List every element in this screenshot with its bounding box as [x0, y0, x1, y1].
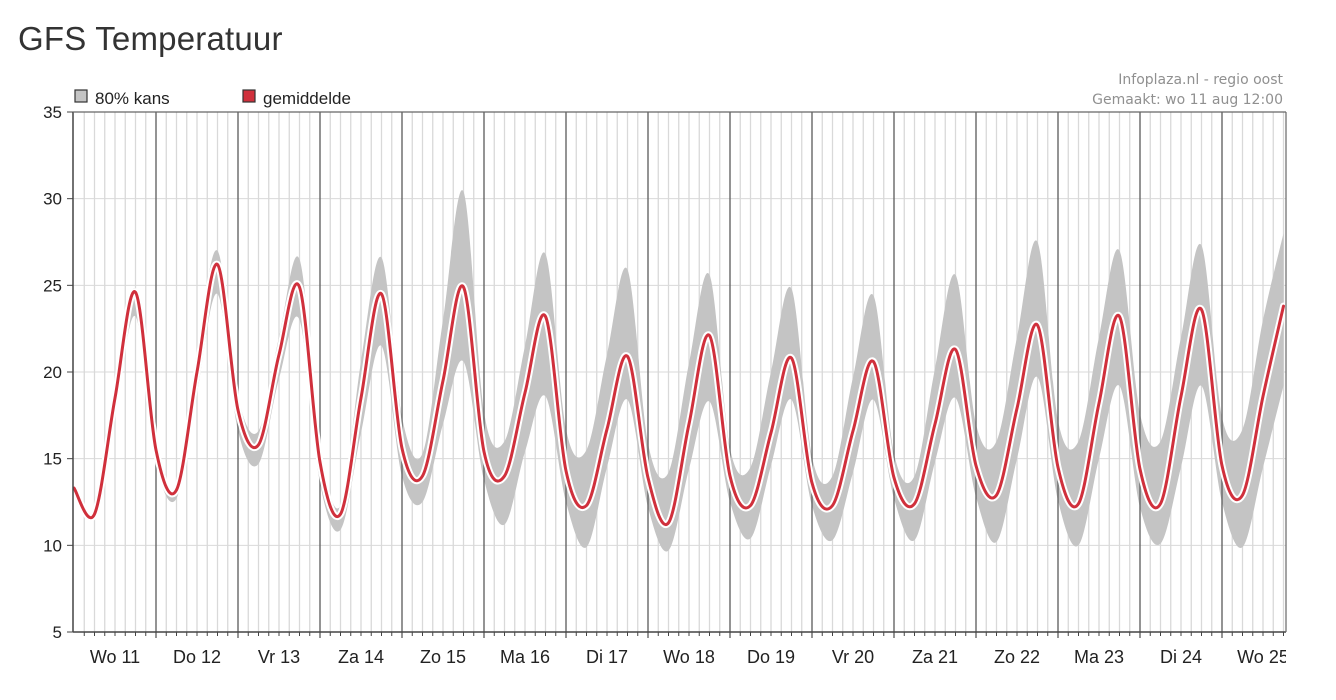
x-day-label: Wo 25 — [1237, 647, 1289, 667]
legend: 80% kans gemiddelde — [74, 89, 351, 108]
x-day-label: Do 12 — [173, 647, 221, 667]
y-tick-labels: 5 10 15 20 25 30 35 — [43, 103, 62, 642]
y-tick-label: 15 — [43, 450, 62, 469]
x-day-label: Za 21 — [912, 647, 958, 667]
x-day-label: Wo 18 — [663, 647, 715, 667]
x-day-label: Za 14 — [338, 647, 384, 667]
y-tick-label: 10 — [43, 536, 62, 555]
mean-line — [73, 262, 1285, 527]
band-80pct — [74, 190, 1284, 552]
y-tick-label: 25 — [43, 276, 62, 295]
x-day-label: Di 17 — [586, 647, 628, 667]
legend-item-band: 80% kans — [74, 89, 170, 108]
y-tick-label: 5 — [53, 623, 62, 642]
x-day-label: Zo 22 — [994, 647, 1040, 667]
legend-swatch-band — [74, 89, 88, 103]
credit-source: Infoplaza.nl - regio oost — [1118, 72, 1283, 88]
mean-layer — [73, 260, 1286, 529]
band-layer — [74, 190, 1284, 552]
y-tick-label: 35 — [43, 103, 62, 122]
legend-swatch-mean — [242, 89, 256, 103]
x-day-label: Vr 13 — [258, 647, 300, 667]
page-title: GFS Temperatuur — [18, 20, 283, 57]
day-grid — [155, 112, 1223, 638]
x-day-label: Do 19 — [747, 647, 795, 667]
y-tick-label: 20 — [43, 363, 62, 382]
x-day-label: Wo 11 — [90, 647, 140, 667]
x-day-label: Ma 23 — [1074, 647, 1124, 667]
x-day-label: Vr 20 — [832, 647, 874, 667]
x-day-labels: Wo 11 Do 12 Vr 13 Za 14 Zo 15 Ma 16 Di 17 Wo 18… — [90, 647, 1289, 667]
y-tick-label: 30 — [43, 190, 62, 209]
x-day-label: Zo 15 — [420, 647, 466, 667]
legend-label-band: 80% kans — [95, 89, 170, 108]
credit-made: Gemaakt: wo 11 aug 12:00 — [1092, 92, 1283, 108]
legend-label-mean: gemiddelde — [263, 89, 351, 108]
x-day-label: Ma 16 — [500, 647, 550, 667]
axes — [67, 111, 1287, 636]
legend-item-mean: gemiddelde — [242, 89, 351, 108]
credit: Infoplaza.nl - regio oost Gemaakt: wo 11… — [1092, 72, 1283, 108]
x-day-label: Di 24 — [1160, 647, 1202, 667]
